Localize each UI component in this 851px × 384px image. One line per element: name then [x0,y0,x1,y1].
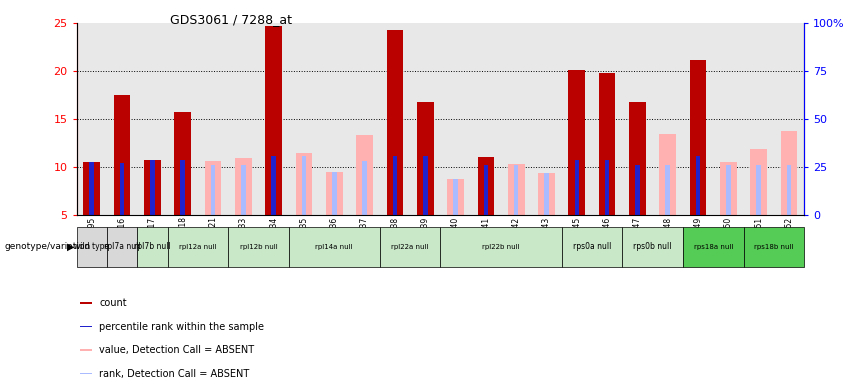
Bar [477,157,494,215]
Bar [751,149,767,215]
Text: rps0a null: rps0a null [573,242,611,251]
Text: count: count [100,298,127,308]
Bar [780,131,797,215]
Bar [690,61,706,215]
Text: rpl22b null: rpl22b null [483,244,520,250]
Bar [137,227,168,267]
Bar [483,165,488,215]
Bar [787,165,791,215]
Bar [448,179,464,215]
Bar [568,70,585,215]
Bar [386,30,403,215]
Bar [326,172,343,215]
Bar [211,165,215,215]
Bar [392,156,397,215]
Bar [120,163,124,215]
Bar [660,134,676,215]
Bar [545,173,549,215]
Bar [241,165,246,215]
Bar [80,373,92,374]
Bar [363,161,367,215]
Bar [599,73,615,215]
Text: rpl7b null: rpl7b null [134,242,171,251]
Bar [720,162,737,215]
Bar [683,227,744,267]
Bar [150,161,155,215]
Bar [83,162,100,215]
Bar [440,227,562,267]
Text: ▶: ▶ [67,242,75,252]
Bar [271,156,276,215]
Bar [266,26,282,215]
Bar [562,227,622,267]
Bar [180,161,185,215]
Bar [107,227,137,267]
Bar [538,173,555,215]
Text: rpl12a null: rpl12a null [179,244,217,250]
Bar [205,161,221,215]
Bar [288,227,380,267]
Bar [508,164,524,215]
Text: wild type: wild type [74,242,109,251]
Bar [417,102,433,215]
Bar [605,161,609,215]
Text: percentile rank within the sample: percentile rank within the sample [100,321,265,331]
Bar [235,158,252,215]
Bar [332,172,336,215]
Bar [80,326,92,328]
Bar [144,161,161,215]
Bar [302,156,306,215]
Bar [574,161,579,215]
Text: rps18a null: rps18a null [694,244,733,250]
Bar [454,179,458,215]
Bar [357,136,373,215]
Bar [726,165,731,215]
Text: rpl22a null: rpl22a null [391,244,429,250]
Bar [622,227,683,267]
Bar [80,349,92,351]
Text: rps0b null: rps0b null [633,242,671,251]
Bar [89,162,94,215]
Bar [114,95,130,215]
Bar [423,156,427,215]
Text: GDS3061 / 7288_at: GDS3061 / 7288_at [170,13,292,26]
Bar [77,227,107,267]
Bar [380,227,440,267]
Bar [168,227,228,267]
Text: rpl7a null: rpl7a null [104,242,140,251]
Bar [295,152,312,215]
Text: genotype/variation: genotype/variation [4,242,90,251]
Bar [174,112,191,215]
Bar [80,302,92,304]
Bar [514,165,518,215]
Bar [665,165,670,215]
Bar [744,227,804,267]
Text: rank, Detection Call = ABSENT: rank, Detection Call = ABSENT [100,369,249,379]
Text: rps18b null: rps18b null [754,244,794,250]
Bar [629,102,646,215]
Bar [696,156,700,215]
Bar [228,227,288,267]
Text: rpl12b null: rpl12b null [240,244,277,250]
Bar [635,165,640,215]
Text: rpl14a null: rpl14a null [316,244,353,250]
Bar [757,165,761,215]
Text: value, Detection Call = ABSENT: value, Detection Call = ABSENT [100,345,254,355]
